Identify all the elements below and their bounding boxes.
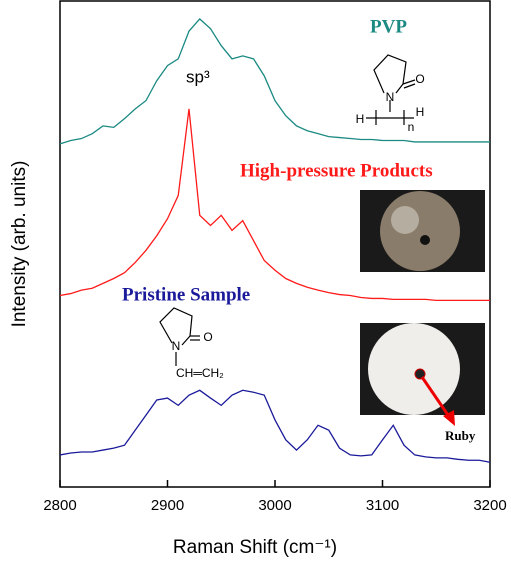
x-tick-label: 3100 — [366, 497, 399, 514]
x-axis-label: Raman Shift (cm⁻¹) — [173, 537, 337, 558]
series-line — [59, 389, 491, 463]
annotation: Ruby — [445, 428, 476, 443]
series-label: Pristine Sample — [122, 284, 250, 305]
structure-label: H — [356, 112, 365, 126]
ruby-arrowhead — [443, 410, 455, 426]
ruby-dot — [414, 368, 426, 380]
monomer-structure — [159, 307, 200, 366]
x-tick-label: 2900 — [151, 497, 184, 514]
photo-disk — [368, 323, 460, 415]
x-tick-label: 3200 — [473, 497, 506, 514]
x-tick-label: 3000 — [258, 497, 291, 514]
photo-disk — [380, 191, 460, 271]
series-line — [59, 18, 490, 145]
annotation: sp³ — [186, 67, 210, 86]
photo-detail — [420, 235, 430, 245]
ruby-arrow — [420, 376, 452, 419]
structure-label: O — [203, 330, 212, 344]
series-label: PVP — [370, 16, 407, 37]
structure-label: N — [386, 90, 395, 104]
structure-label: N — [172, 339, 181, 353]
structure-label: H — [416, 105, 425, 119]
pvp-structure — [366, 54, 416, 125]
structure-label: n — [408, 120, 415, 134]
x-tick-label: 2800 — [43, 497, 76, 514]
photo-detail — [391, 206, 419, 234]
y-axis-label: Intensity (arb. units) — [9, 161, 30, 328]
structure-label: CH═CH₂ — [176, 366, 224, 380]
structure-label: O — [415, 72, 424, 86]
series-line — [59, 108, 490, 302]
series-label: High-pressure Products — [240, 160, 433, 181]
